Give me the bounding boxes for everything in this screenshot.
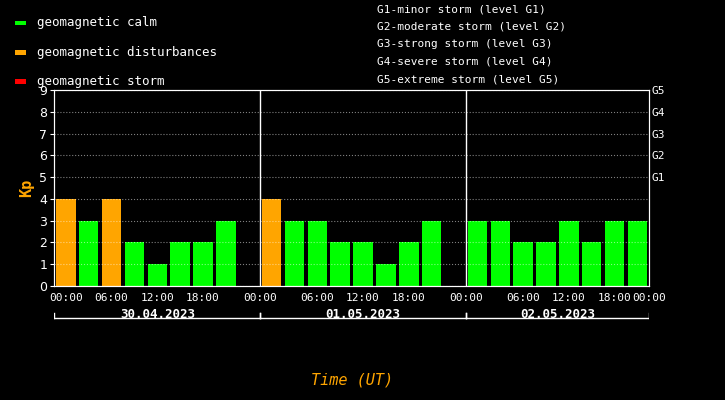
Bar (331, 242, 350, 286)
Text: geomagnetic storm: geomagnetic storm (38, 75, 165, 88)
Bar (216, 221, 236, 286)
Bar (399, 242, 418, 286)
Bar (79, 221, 99, 286)
Bar (468, 221, 487, 286)
Bar (285, 221, 304, 286)
Text: G3-strong storm (level G3): G3-strong storm (level G3) (377, 39, 552, 49)
Text: G4-severe storm (level G4): G4-severe storm (level G4) (377, 57, 552, 67)
Text: Time (UT): Time (UT) (310, 372, 393, 388)
Text: 01.05.2023: 01.05.2023 (326, 308, 400, 321)
Text: 12:00: 12:00 (346, 294, 380, 304)
Bar (422, 221, 442, 286)
FancyBboxPatch shape (14, 50, 26, 54)
Y-axis label: Kp: Kp (19, 179, 34, 197)
Text: 18:00: 18:00 (392, 294, 426, 304)
Text: 06:00: 06:00 (300, 294, 334, 304)
Bar (491, 221, 510, 286)
Bar (262, 199, 281, 286)
Bar (125, 242, 144, 286)
Bar (194, 242, 212, 286)
Text: 06:00: 06:00 (506, 294, 540, 304)
Text: 12:00: 12:00 (141, 294, 174, 304)
Text: 18:00: 18:00 (597, 294, 631, 304)
Bar (56, 199, 75, 286)
Text: G5-extreme storm (level G5): G5-extreme storm (level G5) (377, 74, 559, 84)
Bar (513, 242, 533, 286)
Text: geomagnetic disturbances: geomagnetic disturbances (38, 46, 218, 59)
Text: 00:00: 00:00 (49, 294, 83, 304)
Bar (102, 199, 121, 286)
Bar (536, 242, 555, 286)
Text: 18:00: 18:00 (186, 294, 220, 304)
Text: geomagnetic calm: geomagnetic calm (38, 16, 157, 30)
FancyBboxPatch shape (14, 79, 26, 84)
Text: G1-minor storm (level G1): G1-minor storm (level G1) (377, 4, 546, 14)
Text: 06:00: 06:00 (95, 294, 128, 304)
Bar (170, 242, 190, 286)
Bar (582, 242, 602, 286)
Text: 00:00: 00:00 (449, 294, 483, 304)
Bar (353, 242, 373, 286)
Text: 30.04.2023: 30.04.2023 (120, 308, 195, 321)
Bar (628, 221, 647, 286)
Text: G2-moderate storm (level G2): G2-moderate storm (level G2) (377, 22, 566, 32)
Bar (559, 221, 579, 286)
Bar (307, 221, 327, 286)
Bar (605, 221, 624, 286)
FancyBboxPatch shape (14, 20, 26, 25)
Bar (376, 264, 396, 286)
Text: 00:00: 00:00 (632, 294, 666, 304)
Bar (148, 264, 167, 286)
Text: 00:00: 00:00 (244, 294, 277, 304)
Text: 12:00: 12:00 (552, 294, 586, 304)
Text: 02.05.2023: 02.05.2023 (520, 308, 595, 321)
